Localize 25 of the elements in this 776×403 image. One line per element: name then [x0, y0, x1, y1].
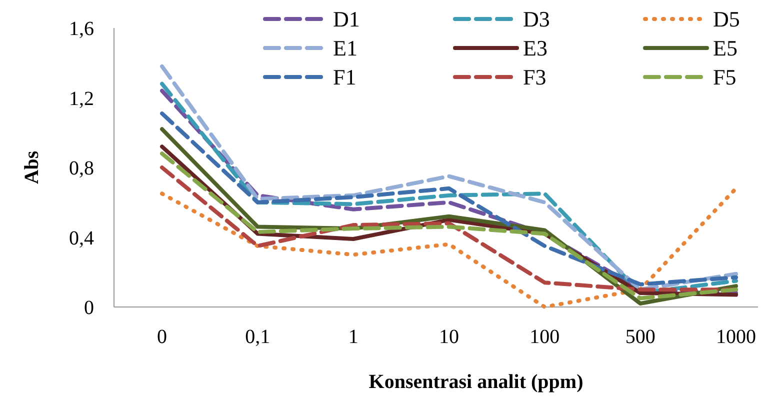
y-tick-label: 1,6 — [69, 18, 94, 40]
line-series — [160, 186, 738, 309]
y-tick-label: 0,8 — [69, 158, 94, 180]
legend-label: F3 — [523, 64, 546, 90]
x-tick-label: 100 — [530, 326, 560, 348]
x-tick-label: 500 — [625, 326, 656, 348]
y-axis-title: Abs — [21, 150, 43, 184]
y-tick-label: 0,4 — [69, 227, 94, 250]
x-tick-label: 0,1 — [245, 326, 270, 348]
x-tick-label: 1000 — [716, 326, 756, 348]
legend-label: D1 — [333, 6, 360, 32]
x-axis-title: Konsentrasi analit (ppm) — [368, 371, 584, 393]
legend-label: D5 — [713, 6, 740, 32]
x-tick-label: 1 — [348, 326, 358, 348]
x-tick-label: 0 — [157, 326, 167, 348]
legend-label: F1 — [333, 64, 356, 90]
x-tick-label: 10 — [439, 326, 459, 348]
legend-label: F5 — [713, 64, 736, 90]
line-series — [160, 111, 738, 286]
y-tick-label: 0 — [84, 297, 94, 319]
legend-label: D3 — [523, 6, 550, 32]
legend-label: E3 — [523, 36, 548, 61]
legend-label: E5 — [713, 36, 738, 61]
legend-label: E1 — [333, 36, 358, 61]
y-tick-label: 1,2 — [69, 88, 94, 110]
